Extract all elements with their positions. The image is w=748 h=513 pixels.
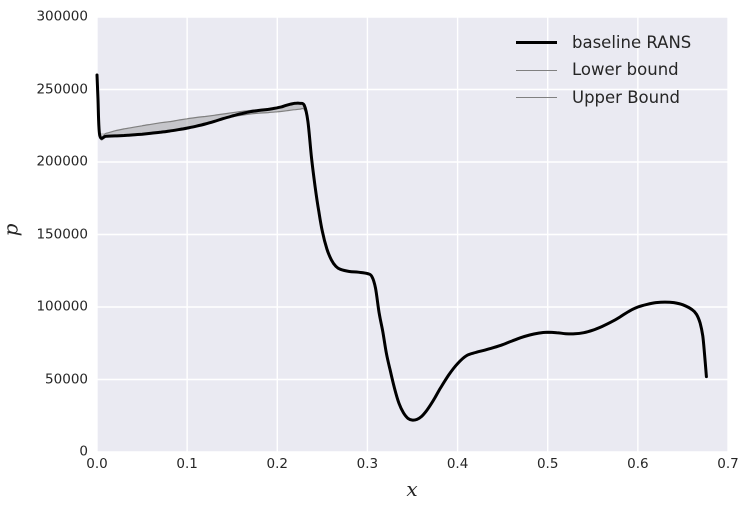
legend-label-baseline-rans: baseline RANS — [572, 32, 692, 52]
x-tick-label: 0.1 — [176, 456, 198, 472]
legend-line-lower-bound — [516, 69, 557, 71]
y-tick-label: 150000 — [36, 225, 88, 242]
uncertainty-band — [97, 75, 316, 187]
x-tick-label: 0.7 — [717, 456, 739, 472]
legend: baseline RANS Lower bound Upper Bound — [516, 29, 691, 112]
y-tick-label: 250000 — [36, 80, 88, 97]
legend-label-lower-bound: Lower bound — [572, 60, 679, 79]
y-tick-label: 50000 — [45, 370, 88, 387]
x-tick-label: 0.0 — [86, 456, 108, 472]
y-tick-label: 100000 — [36, 298, 88, 315]
legend-item-upper-bound: Upper Bound — [516, 84, 691, 112]
legend-label-upper-bound: Upper Bound — [572, 87, 681, 107]
legend-line-upper-bound — [516, 97, 557, 99]
y-tick-label: 200000 — [36, 153, 88, 170]
x-tick-label: 0.5 — [536, 456, 559, 472]
x-axis-label: x — [406, 477, 418, 501]
legend-item-lower-bound: Lower bound — [516, 57, 691, 85]
x-tick-label: 0.2 — [266, 456, 289, 472]
x-tick-label: 0.3 — [356, 456, 379, 472]
y-tick-label: 300000 — [36, 8, 88, 25]
y-tick-label: 0 — [79, 443, 88, 460]
line-baseline-rans — [95, 73, 708, 422]
legend-item-baseline-rans: baseline RANS — [516, 29, 691, 57]
legend-line-baseline-rans — [516, 41, 557, 45]
x-tick-label: 0.4 — [446, 456, 469, 472]
x-tick-label: 0.6 — [627, 456, 649, 472]
